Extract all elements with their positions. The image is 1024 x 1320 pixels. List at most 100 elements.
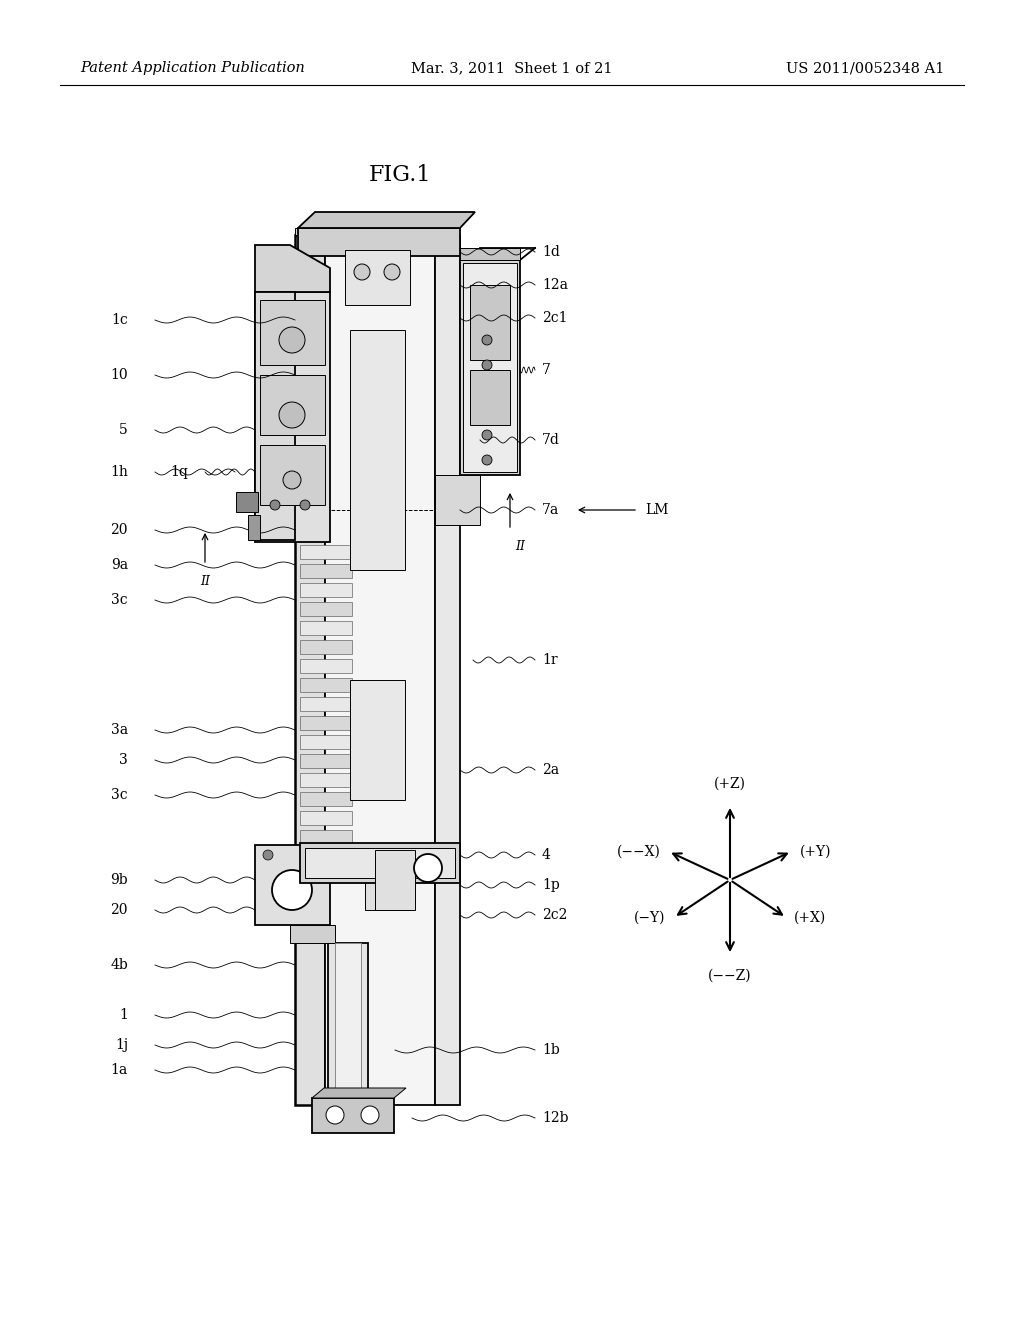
Text: II: II (515, 540, 525, 553)
Bar (460, 260, 520, 475)
Text: 20: 20 (111, 523, 128, 537)
Bar (375, 850, 415, 909)
Bar (300, 602, 352, 616)
Text: 1p: 1p (542, 878, 560, 892)
Text: (+X): (+X) (795, 911, 826, 924)
Bar (335, 1098, 361, 1129)
Bar (325, 235, 435, 1105)
Circle shape (263, 850, 273, 861)
Text: 1a: 1a (111, 1063, 128, 1077)
Bar (300, 583, 352, 597)
Circle shape (326, 1106, 344, 1125)
Text: 10: 10 (111, 368, 128, 381)
Bar (300, 792, 352, 807)
Bar (300, 830, 352, 843)
Text: 3: 3 (119, 752, 128, 767)
Text: 9a: 9a (111, 558, 128, 572)
Bar (312, 1098, 394, 1133)
Bar (300, 774, 352, 787)
Bar (260, 300, 325, 366)
Circle shape (279, 327, 305, 352)
Bar (255, 292, 330, 543)
Text: FIG.1: FIG.1 (369, 164, 431, 186)
Text: (+Y): (+Y) (800, 845, 831, 858)
Text: 5: 5 (119, 422, 128, 437)
Bar (365, 845, 410, 909)
Circle shape (482, 360, 492, 370)
Bar (350, 330, 406, 570)
Bar (260, 445, 325, 506)
Text: 1d: 1d (542, 246, 560, 259)
Text: (−Y): (−Y) (634, 911, 666, 924)
Bar (290, 925, 335, 942)
Bar (260, 375, 325, 436)
Polygon shape (255, 246, 330, 292)
Bar (300, 715, 352, 730)
Polygon shape (255, 292, 295, 540)
Bar (236, 492, 258, 512)
Bar (300, 754, 352, 768)
Circle shape (482, 335, 492, 345)
Text: 3c: 3c (112, 788, 128, 803)
Bar (255, 845, 330, 925)
Bar (300, 564, 352, 578)
Circle shape (270, 500, 280, 510)
Text: 3a: 3a (111, 723, 128, 737)
Text: (+Z): (+Z) (714, 777, 746, 791)
Text: 12a: 12a (542, 279, 568, 292)
Text: 12b: 12b (542, 1111, 568, 1125)
Circle shape (279, 403, 305, 428)
Circle shape (384, 264, 400, 280)
Text: 9b: 9b (111, 873, 128, 887)
Text: II: II (200, 576, 210, 587)
Bar (300, 545, 352, 558)
Circle shape (482, 455, 492, 465)
Bar (335, 942, 361, 1098)
Text: (−−X): (−−X) (616, 845, 660, 858)
Bar (435, 475, 480, 525)
Text: 4b: 4b (111, 958, 128, 972)
Circle shape (482, 430, 492, 440)
Text: 2c2: 2c2 (542, 908, 567, 921)
Bar (248, 515, 260, 540)
Bar (300, 640, 352, 653)
Circle shape (272, 870, 312, 909)
Text: 1q: 1q (170, 465, 188, 479)
Circle shape (354, 264, 370, 280)
Text: 2a: 2a (542, 763, 559, 777)
Bar (305, 847, 455, 878)
Text: 1r: 1r (542, 653, 558, 667)
Bar (350, 680, 406, 800)
Text: 1j: 1j (115, 1038, 128, 1052)
Bar (463, 263, 517, 473)
Polygon shape (312, 1088, 406, 1098)
Bar (298, 228, 460, 256)
Text: 1h: 1h (111, 465, 128, 479)
Text: US 2011/0052348 A1: US 2011/0052348 A1 (785, 61, 944, 75)
Text: 7a: 7a (542, 503, 559, 517)
Bar (345, 249, 410, 305)
Circle shape (283, 471, 301, 488)
Text: (−−Z): (−−Z) (709, 969, 752, 983)
Circle shape (361, 1106, 379, 1125)
Bar (435, 235, 460, 1105)
Bar (300, 659, 352, 673)
Circle shape (414, 854, 442, 882)
Bar (328, 942, 368, 1098)
Bar (300, 735, 352, 748)
Bar (300, 843, 460, 883)
Circle shape (313, 850, 323, 861)
Text: 20: 20 (111, 903, 128, 917)
Bar (300, 678, 352, 692)
Text: 7: 7 (542, 363, 551, 378)
Circle shape (300, 500, 310, 510)
Bar (300, 620, 352, 635)
Text: 2c1: 2c1 (542, 312, 567, 325)
Text: 1: 1 (119, 1008, 128, 1022)
Bar (470, 285, 510, 360)
Text: LM: LM (645, 503, 669, 517)
Polygon shape (295, 228, 325, 235)
Text: Patent Application Publication: Patent Application Publication (80, 61, 305, 75)
Polygon shape (460, 248, 520, 260)
Bar (300, 697, 352, 711)
